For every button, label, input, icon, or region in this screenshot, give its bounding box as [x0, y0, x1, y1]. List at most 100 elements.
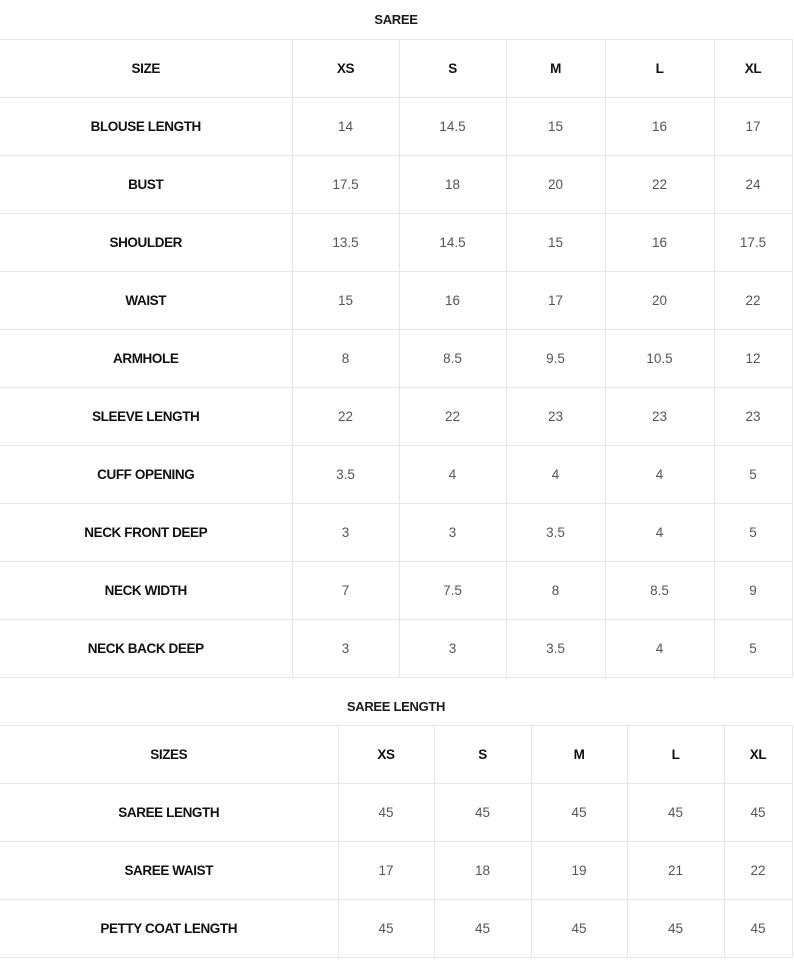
- measurement-cell: 10.5: [604, 329, 715, 388]
- saree-table-title: SAREE: [374, 12, 418, 27]
- measurement-cell: 15: [505, 97, 606, 156]
- measurement-cell: 22: [713, 271, 793, 330]
- measurement-cell: 14.5: [398, 97, 507, 156]
- measurement-cell: 3.5: [505, 619, 606, 678]
- measurement-cell: 14.5: [398, 213, 507, 272]
- column-header: SIZES: [0, 725, 339, 784]
- measurement-cell: 5: [713, 445, 793, 504]
- row-label: SHOULDER: [0, 213, 293, 272]
- table-row: SHOULDER 13.5 14.5 15 16 17.5: [0, 213, 793, 272]
- measurement-cell: 8.5: [604, 561, 715, 620]
- measurement-cell: 3: [291, 503, 400, 562]
- measurement-cell: 45: [337, 899, 435, 958]
- measurement-cell: 45: [626, 783, 725, 842]
- measurement-cell: 22: [723, 841, 793, 900]
- column-header: S: [398, 39, 507, 98]
- measurement-cell: 17.5: [713, 213, 793, 272]
- measurement-cell: 16: [398, 271, 507, 330]
- measurement-cell: 8: [291, 329, 400, 388]
- measurement-cell: 14: [291, 97, 400, 156]
- measurement-cell: 24: [713, 155, 793, 214]
- table-row: NECK WIDTH 7 7.5 8 8.5 9: [0, 561, 793, 620]
- row-label: NECK WIDTH: [0, 561, 293, 620]
- table-row: SLEEVE LENGTH 22 22 23 23 23: [0, 387, 793, 446]
- column-header: XS: [337, 725, 435, 784]
- measurement-cell: 23: [604, 387, 715, 446]
- measurement-cell: 21: [626, 841, 725, 900]
- column-header: SIZE: [0, 39, 293, 98]
- measurement-cell: 20: [604, 271, 715, 330]
- measurement-cell: 45: [433, 783, 532, 842]
- measurement-cell: 12: [713, 329, 793, 388]
- saree-size-table: SIZE XS S M L XL BLOUSE LENGTH 14 14.5 15 16 17 BUS…: [0, 39, 793, 678]
- column-header: L: [626, 725, 725, 784]
- column-header: L: [604, 39, 715, 98]
- measurement-cell: 3.5: [505, 503, 606, 562]
- column-header: XL: [713, 39, 793, 98]
- measurement-cell: 18: [398, 155, 507, 214]
- measurement-cell: 9: [713, 561, 793, 620]
- column-header: XL: [723, 725, 793, 784]
- table-header-row: SIZES XS S M L XL: [0, 725, 793, 784]
- column-header: XS: [291, 39, 400, 98]
- measurement-cell: 45: [433, 899, 532, 958]
- measurement-cell: 22: [398, 387, 507, 446]
- row-label: NECK BACK DEEP: [0, 619, 293, 678]
- measurement-cell: 5: [713, 503, 793, 562]
- measurement-cell: 3: [398, 503, 507, 562]
- measurement-cell: 17.5: [291, 155, 400, 214]
- row-label: SAREE LENGTH: [0, 783, 339, 842]
- row-label: BLOUSE LENGTH: [0, 97, 293, 156]
- row-label: CUFF OPENING: [0, 445, 293, 504]
- measurement-cell: 15: [291, 271, 400, 330]
- row-label: PETTY COAT LENGTH: [0, 899, 339, 958]
- row-label: BUST: [0, 155, 293, 214]
- measurement-cell: 17: [713, 97, 793, 156]
- column-header: M: [505, 39, 606, 98]
- measurement-cell: 17: [337, 841, 435, 900]
- column-header: S: [433, 725, 532, 784]
- saree-length-table-title: SAREE LENGTH: [346, 699, 446, 714]
- measurement-cell: 8: [505, 561, 606, 620]
- measurement-cell: 45: [337, 783, 435, 842]
- measurement-cell: 9.5: [505, 329, 606, 388]
- table-row: SAREE WAIST 17 18 19 21 22: [0, 841, 793, 900]
- table-header-row: SIZE XS S M L XL: [0, 39, 793, 98]
- row-label: NECK FRONT DEEP: [0, 503, 293, 562]
- measurement-cell: 16: [604, 213, 715, 272]
- row-label: ARMHOLE: [0, 329, 293, 388]
- measurement-cell: 4: [604, 445, 715, 504]
- measurement-cell: 20: [505, 155, 606, 214]
- measurement-cell: 4: [604, 503, 715, 562]
- measurement-cell: 3: [291, 619, 400, 678]
- measurement-cell: 45: [723, 783, 793, 842]
- measurement-cell: 22: [291, 387, 400, 446]
- measurement-cell: 17: [505, 271, 606, 330]
- measurement-cell: 7.5: [398, 561, 507, 620]
- measurement-cell: 45: [530, 783, 628, 842]
- table-row: CUFF OPENING 3.5 4 4 4 5: [0, 445, 793, 504]
- measurement-cell: 18: [433, 841, 532, 900]
- table-row: NECK FRONT DEEP 3 3 3.5 4 5: [0, 503, 793, 562]
- measurement-cell: 4: [505, 445, 606, 504]
- table-row: ARMHOLE 8 8.5 9.5 10.5 12: [0, 329, 793, 388]
- measurement-cell: 3: [398, 619, 507, 678]
- table-row: WAIST 15 16 17 20 22: [0, 271, 793, 330]
- measurement-cell: 19: [530, 841, 628, 900]
- row-label: SLEEVE LENGTH: [0, 387, 293, 446]
- measurement-cell: 4: [398, 445, 507, 504]
- column-header: M: [530, 725, 628, 784]
- measurement-cell: 16: [604, 97, 715, 156]
- measurement-cell: 45: [723, 899, 793, 958]
- measurement-cell: 8.5: [398, 329, 507, 388]
- measurement-cell: 15: [505, 213, 606, 272]
- measurement-cell: 23: [505, 387, 606, 446]
- measurement-cell: 3.5: [291, 445, 400, 504]
- saree-length-table: SIZES XS S M L XL SAREE LENGTH 45 45 45 45 45 SAREE…: [0, 725, 793, 958]
- measurement-cell: 5: [713, 619, 793, 678]
- measurement-cell: 7: [291, 561, 400, 620]
- measurement-cell: 45: [626, 899, 725, 958]
- table-row: NECK BACK DEEP 3 3 3.5 4 5: [0, 619, 793, 678]
- measurement-cell: 13.5: [291, 213, 400, 272]
- row-label: SAREE WAIST: [0, 841, 339, 900]
